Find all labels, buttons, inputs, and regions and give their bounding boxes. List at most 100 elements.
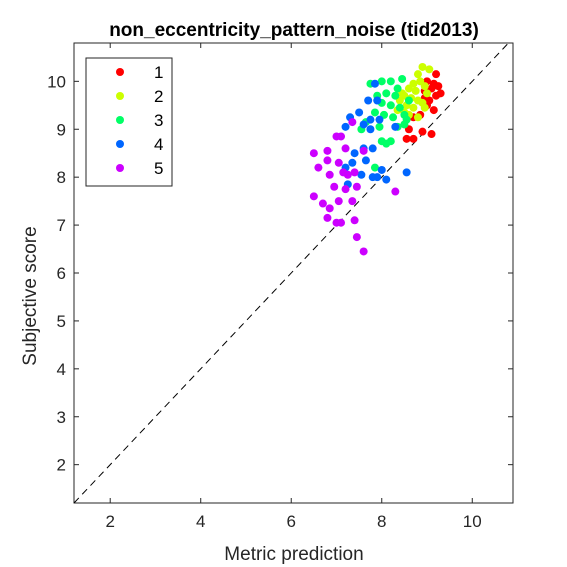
data-point-series-1: [409, 134, 418, 143]
x-tick-label: 6: [287, 512, 296, 531]
y-axis-label: Subjective score: [20, 226, 41, 365]
y-tick-label: 7: [57, 216, 66, 235]
y-tick-label: 4: [57, 360, 66, 379]
data-point-series-5: [323, 146, 332, 155]
x-axis-label: Metric prediction: [224, 544, 363, 565]
data-point-series-3: [391, 91, 400, 100]
data-point-series-3: [377, 77, 386, 86]
data-point-series-4: [355, 108, 364, 117]
data-point-series-3: [370, 163, 379, 172]
y-tick-label: 3: [57, 408, 66, 427]
data-point-series-1: [418, 127, 427, 136]
y-tick-label: 6: [57, 264, 66, 283]
legend-label-series-4: 4: [154, 135, 163, 154]
data-point-series-4: [366, 125, 375, 134]
data-point-series-2: [420, 82, 429, 91]
data-point-series-4: [373, 173, 382, 182]
data-point-series-2: [425, 65, 434, 74]
data-point-series-3: [386, 101, 395, 110]
data-point-series-5: [350, 216, 359, 225]
data-point-series-5: [309, 149, 318, 158]
data-point-series-3: [382, 139, 391, 148]
data-point-series-5: [341, 144, 350, 153]
x-tick-label: 8: [377, 512, 386, 531]
legend-label-series-2: 2: [154, 87, 163, 106]
y-tick-label: 9: [57, 120, 66, 139]
data-point-series-5: [343, 170, 352, 179]
data-point-series-4: [368, 144, 377, 153]
data-point-series-4: [366, 115, 375, 124]
y-tick-label: 10: [47, 72, 66, 91]
data-point-series-5: [309, 192, 318, 201]
data-point-series-1: [432, 70, 441, 79]
data-point-series-3: [400, 110, 409, 119]
data-point-series-4: [377, 165, 386, 174]
data-point-series-4: [375, 115, 384, 124]
data-point-series-5: [337, 218, 346, 227]
data-point-series-4: [370, 79, 379, 88]
data-point-series-4: [357, 170, 366, 179]
data-point-series-2: [420, 103, 429, 112]
data-point-series-3: [389, 113, 398, 122]
legend-label-series-5: 5: [154, 159, 163, 178]
data-point-series-1: [434, 82, 443, 91]
data-point-series-5: [352, 182, 361, 191]
data-point-series-5: [318, 199, 327, 208]
data-point-series-4: [364, 96, 373, 105]
data-point-series-1: [436, 89, 445, 98]
data-point-series-3: [395, 103, 404, 112]
data-point-series-3: [398, 74, 407, 83]
data-point-series-5: [330, 182, 339, 191]
data-point-series-4: [361, 156, 370, 165]
legend-label-series-1: 1: [154, 63, 163, 82]
data-point-series-4: [402, 168, 411, 177]
data-point-series-5: [391, 187, 400, 196]
data-point-series-4: [350, 149, 359, 158]
data-point-series-5: [352, 233, 361, 242]
y-tick-label: 8: [57, 168, 66, 187]
data-point-series-4: [341, 122, 350, 131]
data-point-series-4: [359, 120, 368, 129]
legend-marker-series-1: [116, 68, 124, 76]
data-point-series-5: [348, 197, 357, 206]
data-point-series-2: [413, 113, 422, 122]
data-point-series-5: [325, 170, 334, 179]
data-point-series-5: [323, 156, 332, 165]
data-point-series-2: [411, 86, 420, 95]
data-point-series-1: [402, 134, 411, 143]
identity-line: [73, 42, 509, 504]
data-point-series-4: [373, 96, 382, 105]
data-point-series-5: [334, 197, 343, 206]
data-point-series-3: [393, 84, 402, 93]
data-point-series-5: [341, 185, 350, 194]
x-tick-label: 10: [463, 512, 482, 531]
data-point-series-5: [325, 204, 334, 213]
legend: 1 2 3 4 5: [85, 57, 173, 187]
y-tick-label: 2: [57, 456, 66, 475]
data-point-series-4: [391, 122, 400, 131]
data-point-series-4: [348, 158, 357, 167]
x-tick-label: 2: [105, 512, 114, 531]
legend-marker-series-4: [116, 140, 124, 148]
data-point-series-2: [423, 89, 432, 98]
data-point-series-5: [359, 247, 368, 256]
legend-marker-series-3: [116, 116, 124, 124]
data-point-series-5: [350, 168, 359, 177]
data-point-series-5: [334, 158, 343, 167]
legend-box: [85, 57, 173, 187]
data-point-series-2: [418, 62, 427, 71]
data-point-series-5: [348, 118, 357, 127]
data-point-series-2: [404, 84, 413, 93]
data-point-series-3: [404, 96, 413, 105]
chart-title: non_eccentricity_pattern_noise (tid2013): [109, 20, 479, 41]
data-point-series-3: [370, 108, 379, 117]
y-tick-label: 5: [57, 312, 66, 331]
legend-marker-series-2: [116, 92, 124, 100]
legend-label-series-3: 3: [154, 111, 163, 130]
data-point-series-5: [332, 132, 341, 141]
data-point-series-5: [359, 146, 368, 155]
data-point-series-3: [386, 77, 395, 86]
x-tick-label: 4: [196, 512, 205, 531]
